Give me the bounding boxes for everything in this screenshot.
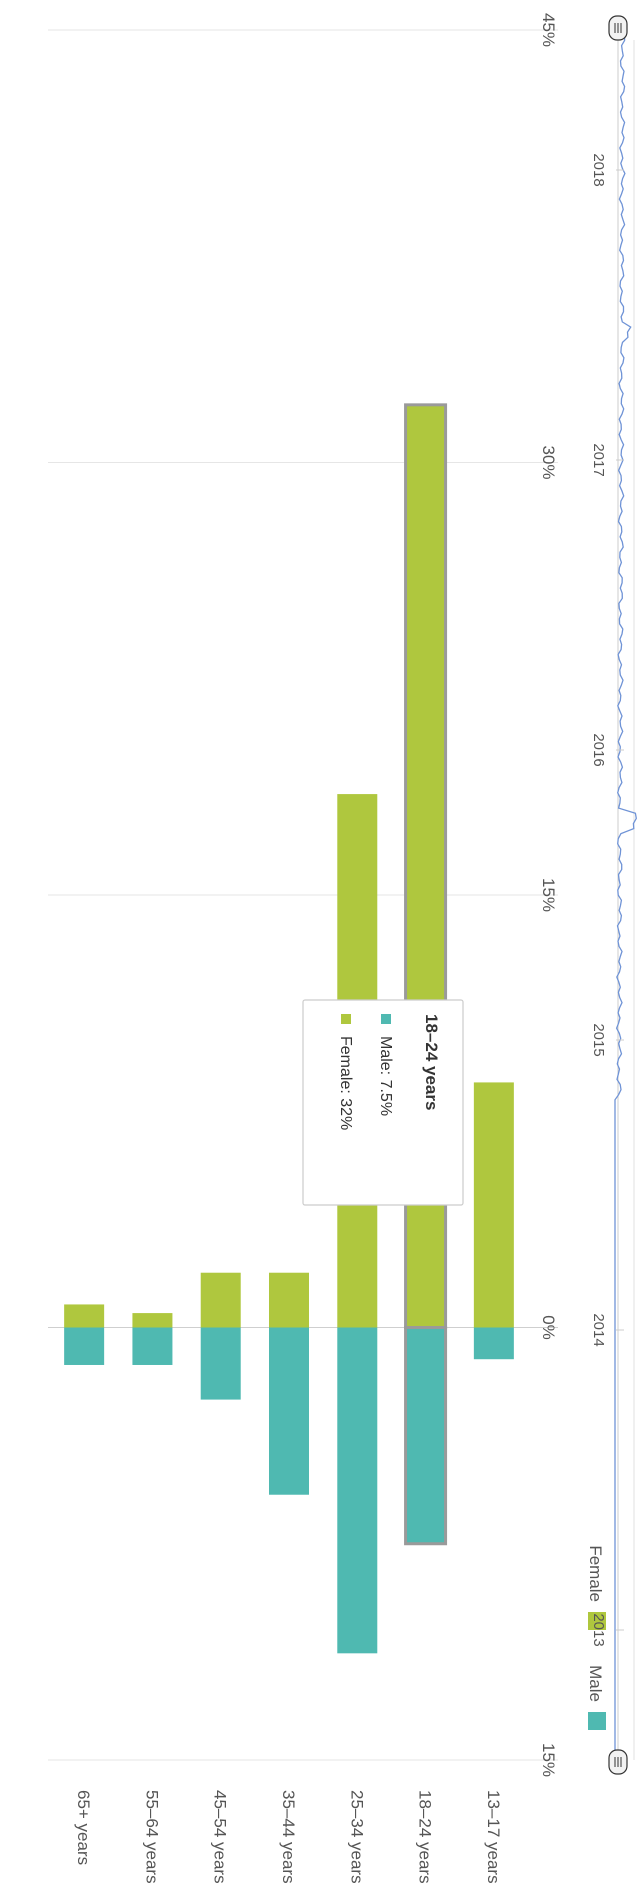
value-tick-label: 45%	[539, 13, 558, 47]
bar-male	[404, 1326, 448, 1546]
bar-male	[64, 1327, 105, 1365]
category-label: 18–24 years	[416, 1790, 435, 1884]
navigator-year-label: 2017	[590, 443, 607, 476]
value-axis-ticks: 15% 0% 15% 30% 45%	[539, 13, 558, 1777]
category-label: 55–64 years	[142, 1790, 161, 1884]
category-label: 45–54 years	[211, 1790, 230, 1884]
tooltip-box	[302, 999, 464, 1206]
bar-male	[269, 1327, 309, 1495]
bar-male	[132, 1327, 173, 1365]
legend-swatch-male	[588, 1712, 606, 1730]
category-labels: 13–17 years 18–24 years 25–34 years 35–44 y…	[74, 1790, 503, 1884]
bar-female	[200, 1272, 241, 1328]
bar-male	[473, 1327, 514, 1360]
tooltip-line-male: Male: 7.5%	[377, 1036, 394, 1116]
legend-label-female: Female	[586, 1545, 605, 1602]
legend-swatch-female	[588, 1612, 606, 1630]
bar-female	[473, 1082, 514, 1328]
tooltip: 18–24 years Male: 7.5% Female: 32%	[302, 999, 464, 1206]
bar-female	[269, 1272, 309, 1328]
value-tick-label: 30%	[539, 445, 558, 479]
bar-male	[337, 1327, 378, 1654]
value-tick-label: 0%	[539, 1315, 558, 1340]
navigator[interactable]: 2013 2014 2015 2016 2017 2018	[590, 15, 637, 1775]
tooltip-line-female: Female: 32%	[337, 1036, 354, 1130]
navigator-series-line	[614, 19, 637, 1760]
navigator-handle-right[interactable]	[608, 15, 628, 41]
bar-female	[132, 1313, 173, 1328]
category-label: 65+ years	[74, 1790, 93, 1865]
tooltip-marker-female	[341, 1014, 351, 1024]
navigator-year-label: 2015	[590, 1023, 607, 1056]
bar-female	[64, 1304, 105, 1328]
navigator-year-label: 2016	[590, 733, 607, 766]
value-tick-label: 15%	[539, 878, 558, 912]
grid-lines	[48, 29, 558, 1761]
navigator-year-label: 2014	[590, 1313, 607, 1346]
tooltip-title: 18–24 years	[422, 1014, 441, 1110]
legend: Male Female	[586, 1545, 606, 1730]
category-label: 25–34 years	[347, 1790, 366, 1884]
category-label: 35–44 years	[279, 1790, 298, 1884]
navigator-handle-left[interactable]	[608, 1749, 628, 1775]
navigator-year-label: 2018	[590, 153, 607, 186]
legend-label-male: Male	[586, 1665, 605, 1702]
category-label: 13–17 years	[484, 1790, 503, 1884]
tooltip-marker-male	[381, 1014, 391, 1024]
value-tick-label: 15%	[539, 1743, 558, 1777]
bar-male	[200, 1327, 241, 1400]
navigator-year-label: 2013	[590, 1613, 607, 1646]
